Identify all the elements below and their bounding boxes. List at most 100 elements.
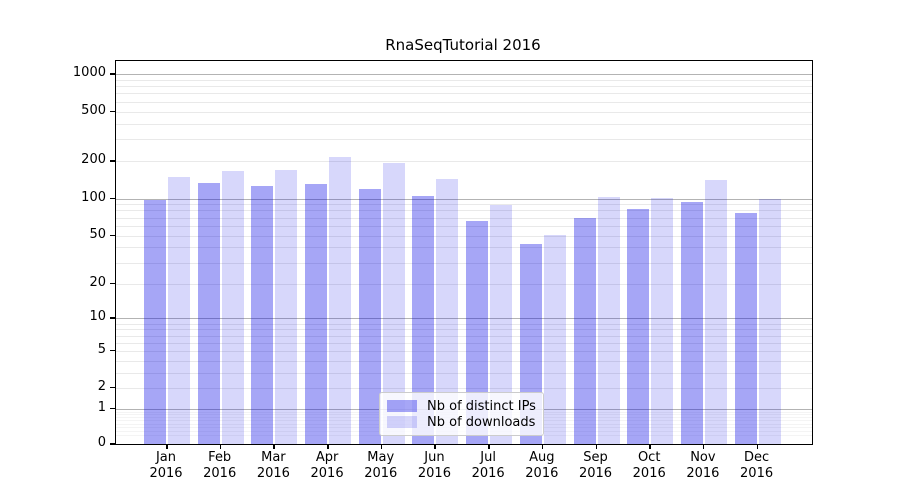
bar-downloads-sep	[597, 197, 620, 444]
x-tick-dec	[756, 444, 759, 449]
y-tick-200	[110, 160, 115, 162]
bar-distinct-ips-dec	[734, 213, 757, 444]
x-label-year: 2016	[525, 466, 559, 481]
x-label-month: Jun	[424, 450, 445, 465]
y-tick-100	[110, 197, 115, 200]
gridline-9	[116, 323, 812, 325]
x-label-month: Feb	[208, 450, 232, 465]
x-label-year: 2016	[364, 466, 398, 481]
bar-downloads-aug	[543, 234, 566, 444]
x-label-sep: Sep 2016	[568, 450, 624, 482]
gridline-70	[116, 217, 812, 219]
y-tick-5	[110, 349, 115, 352]
gridline-4	[116, 360, 812, 362]
legend: Nb of distinct IPs Nb of downloads	[379, 392, 544, 436]
bar-distinct-ips-jul	[466, 220, 489, 444]
gridline-10	[116, 318, 812, 320]
x-tick-oct	[649, 444, 651, 449]
x-label-year: 2016	[471, 466, 505, 481]
bar-distinct-ips-may	[358, 189, 381, 444]
y-tick-label-2: 2	[97, 378, 106, 394]
gridline-5	[116, 350, 812, 352]
x-label-month: Jan	[155, 450, 177, 465]
gridline-50	[116, 235, 812, 237]
bar-downloads-jul	[490, 204, 513, 444]
legend-swatch-distinct-ips	[387, 400, 417, 412]
legend-label-distinct-ips: Nb of distinct IPs	[427, 398, 536, 414]
bar-downloads-mar	[275, 170, 298, 444]
x-label-month: Oct	[637, 450, 661, 465]
gridline-20	[116, 283, 812, 285]
x-label-month: Dec	[744, 450, 770, 465]
x-label-year: 2016	[149, 466, 183, 481]
x-tick-may	[380, 444, 383, 449]
x-label-month: Aug	[529, 450, 555, 465]
x-label-month: Nov	[690, 450, 716, 465]
x-tick-jun	[434, 444, 436, 449]
y-tick-1	[110, 407, 115, 410]
gridline-300	[116, 139, 812, 141]
gridline-7	[116, 335, 812, 337]
x-label-month: Mar	[261, 450, 286, 465]
gridline-2	[116, 387, 812, 389]
bar-downloads-may	[382, 162, 405, 444]
bar-downloads-jan	[168, 176, 190, 444]
x-label-year: 2016	[310, 466, 344, 481]
y-tick-label-5: 5	[97, 341, 106, 357]
x-tick-jan	[166, 444, 168, 449]
gridline-6	[116, 342, 812, 344]
x-tick-mar	[273, 444, 275, 449]
x-tick-aug	[541, 444, 544, 449]
x-label-month: Jul	[480, 450, 496, 465]
x-label-month: Sep	[583, 450, 608, 465]
x-label-year: 2016	[686, 466, 720, 481]
x-label-year: 2016	[578, 466, 613, 481]
bar-downloads-apr	[329, 157, 352, 444]
x-label-mar: Mar 2016	[245, 450, 301, 482]
x-label-aug: Aug 2016	[514, 450, 570, 482]
bar-distinct-ips-feb	[197, 183, 220, 444]
gridline-900	[116, 79, 812, 81]
x-tick-apr	[327, 444, 329, 449]
x-label-month: Apr	[315, 450, 339, 465]
y-tick-label-0: 0	[97, 435, 106, 450]
gridline-1000	[116, 74, 812, 76]
gridline-700	[116, 93, 812, 95]
y-tick-10	[110, 317, 115, 319]
y-tick-label-10: 10	[89, 309, 106, 325]
x-label-jul: Jul 2016	[460, 450, 516, 482]
x-label-jan: Jan 2016	[138, 450, 194, 482]
x-label-year: 2016	[256, 466, 290, 481]
gridline-200	[116, 161, 812, 163]
gridline-400	[116, 123, 812, 125]
gridline-800	[116, 86, 812, 88]
gridline-40	[116, 247, 812, 249]
x-label-year: 2016	[632, 466, 666, 481]
legend-item-downloads: Nb of downloads	[387, 414, 543, 430]
y-tick-20	[110, 282, 115, 285]
x-tick-feb	[219, 444, 222, 449]
x-label-may: May 2016	[353, 450, 409, 482]
x-tick-nov	[702, 444, 705, 449]
bar-distinct-ips-jun	[412, 195, 435, 444]
x-label-nov: Nov 2016	[675, 450, 731, 482]
x-label-year: 2016	[740, 466, 774, 481]
x-label-month: May	[367, 450, 395, 465]
y-tick-label-500: 500	[81, 102, 106, 118]
gridline-30	[116, 262, 812, 264]
gridline-60	[116, 225, 812, 227]
y-tick-label-20: 20	[89, 274, 106, 290]
gridline-100	[116, 198, 812, 200]
x-label-jun: Jun 2016	[406, 450, 462, 482]
bar-downloads-feb	[221, 171, 244, 444]
bar-distinct-ips-oct	[627, 209, 650, 444]
x-label-feb: Feb 2016	[192, 450, 248, 482]
gridline-3	[116, 372, 812, 374]
gridline-90	[116, 204, 812, 206]
x-label-oct: Oct 2016	[621, 450, 677, 482]
y-tick-label-50: 50	[89, 226, 106, 242]
bar-distinct-ips-nov	[680, 202, 703, 444]
bar-distinct-ips-apr	[305, 184, 328, 444]
legend-label-downloads: Nb of downloads	[427, 414, 536, 430]
